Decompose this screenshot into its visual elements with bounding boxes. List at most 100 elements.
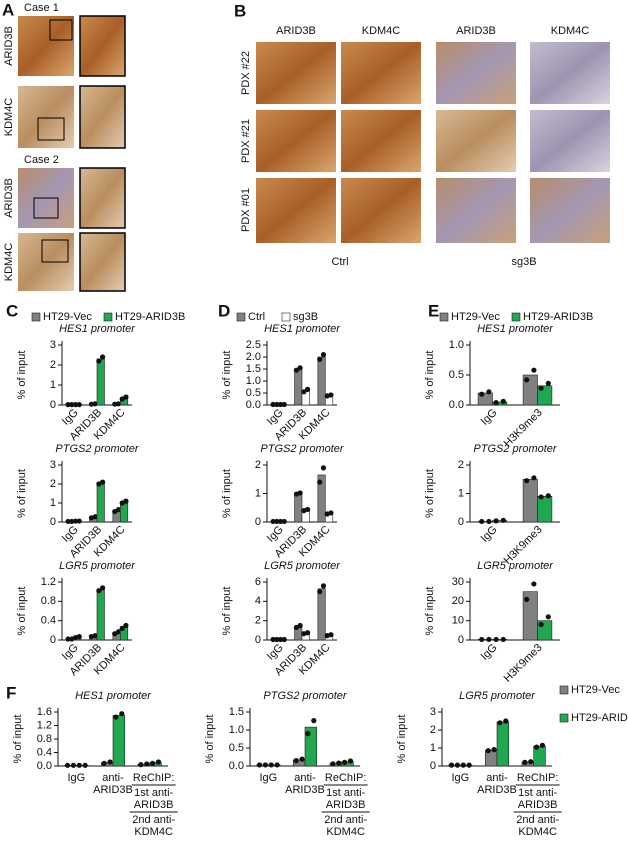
replicate-point	[277, 636, 284, 643]
y-tick-label: 2	[255, 615, 261, 627]
y-tick-label: 0.8	[37, 733, 52, 745]
replicate-point	[65, 518, 71, 525]
replicate-point	[524, 478, 530, 484]
bar	[522, 478, 538, 523]
replicate-point	[317, 479, 323, 485]
y-tick-label: 0.0	[449, 399, 464, 411]
column-label: ARID3B	[456, 25, 496, 37]
rechip-note: 2nd anti-KDM4C	[516, 814, 559, 838]
replicate-point	[479, 636, 485, 643]
y-tick-label: 2.5	[246, 339, 261, 351]
ihc-image	[436, 42, 516, 104]
bar	[268, 764, 281, 767]
replicate-point	[538, 621, 544, 628]
x-tick-label: anti-ARID3B	[285, 772, 325, 796]
y-tick-label: 0.5	[449, 369, 464, 381]
ihc-image	[530, 178, 610, 243]
replicate-point	[534, 744, 540, 750]
legend-label: HT29-ARID3B	[115, 311, 185, 323]
chart-title: HES1 promoter	[264, 323, 341, 335]
y-tick-label: 0	[430, 760, 436, 772]
replicate-point	[119, 625, 125, 632]
y-axis-label: % of input	[424, 587, 436, 636]
bar	[112, 715, 126, 767]
y-tick-label: 3	[50, 459, 56, 471]
x-tick-label: anti-ARID3B	[93, 772, 133, 796]
y-tick-label: 1	[458, 487, 464, 499]
replicate-point	[76, 402, 82, 408]
y-tick-label: 1.0	[246, 375, 261, 387]
legend-label: HT29-ARID3B	[571, 712, 628, 724]
case-label: Case 2	[24, 154, 59, 166]
replicate-point	[305, 731, 311, 737]
y-tick-label: 2	[255, 459, 261, 471]
bar	[304, 726, 318, 767]
legend-swatch	[559, 685, 569, 695]
replicate-point	[274, 636, 280, 643]
replicate-point	[347, 758, 354, 764]
replicate-point	[486, 389, 492, 395]
replicate-point	[92, 514, 98, 520]
x-tick-label: IgG	[259, 772, 277, 784]
replicate-point	[330, 761, 336, 767]
replicate-point	[101, 760, 107, 766]
replicate-point	[100, 354, 106, 360]
y-tick-label: 0	[50, 399, 56, 411]
y-axis-label: % of input	[221, 351, 233, 400]
replicate-point	[274, 518, 280, 525]
replicate-point	[317, 589, 323, 595]
ihc-image	[341, 42, 421, 104]
bar	[492, 639, 508, 641]
y-tick-label: 1.2	[37, 719, 52, 731]
replicate-point	[70, 762, 76, 768]
legend-swatch	[511, 312, 521, 322]
replicate-point	[123, 622, 129, 629]
row-label: ARID3B	[3, 26, 15, 66]
zoom-box	[49, 19, 73, 41]
replicate-point	[82, 762, 88, 768]
y-tick-label: 20	[452, 595, 464, 607]
replicate-point	[277, 518, 284, 525]
y-tick-label: 0.4	[41, 615, 56, 627]
legend-label: HT29-ARID3B	[523, 311, 593, 323]
legend-label: HT29-Vec	[43, 311, 92, 323]
y-axis-label: % of input	[221, 587, 233, 636]
panel-letter: E	[428, 301, 439, 320]
ihc-zoom	[79, 85, 126, 149]
chart-title: PTGS2 promoter	[55, 443, 139, 455]
replicate-point	[460, 762, 466, 768]
rechip-note: 1st anti-ARID3B	[326, 787, 366, 811]
legend-swatch	[103, 312, 113, 322]
replicate-point	[531, 581, 537, 587]
legend-label: sg3B	[293, 311, 318, 323]
y-tick-label: 0	[255, 634, 261, 646]
panel-letter: B	[234, 1, 246, 20]
replicate-point	[305, 386, 311, 392]
bar	[317, 588, 326, 641]
replicate-point	[448, 762, 455, 768]
chart-title: LGR5 promoter	[459, 690, 536, 702]
replicate-point	[328, 392, 334, 398]
replicate-point	[64, 762, 71, 768]
panel-letter: F	[6, 683, 16, 702]
y-tick-label: 10	[452, 615, 464, 627]
replicate-point	[123, 394, 129, 400]
replicate-point	[497, 720, 503, 726]
panel-letter: A	[2, 0, 14, 19]
y-tick-label: 1	[255, 487, 261, 499]
ihc-zoom	[79, 232, 126, 292]
ihc-image	[18, 16, 74, 76]
replicate-point	[500, 517, 506, 523]
replicate-point	[297, 490, 303, 496]
y-axis-label: % of input	[424, 351, 436, 400]
x-tick-label: ReChIP:	[517, 772, 559, 784]
replicate-point	[72, 402, 79, 408]
y-tick-label: 0.4	[37, 746, 52, 758]
replicate-point	[76, 762, 82, 768]
bar	[460, 764, 473, 767]
legend-label: HT29-Vec	[571, 684, 620, 696]
ihc-image	[18, 86, 74, 148]
replicate-point	[493, 518, 499, 524]
replicate-point	[531, 367, 537, 373]
replicate-point	[293, 758, 299, 764]
